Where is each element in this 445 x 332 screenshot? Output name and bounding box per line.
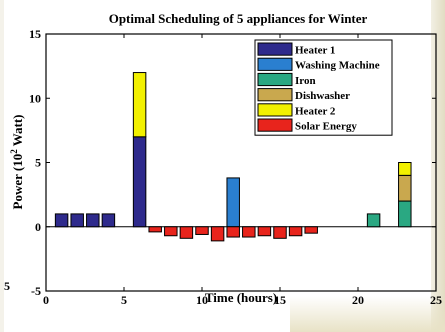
legend-swatch-iron: [257, 72, 293, 87]
legend-swatch-heater-1: [257, 42, 293, 56]
bar-solar-energy-hour-11: [210, 226, 225, 242]
bar-solar-energy-hour-14: [257, 226, 272, 237]
y-tick-label: 15: [29, 27, 41, 41]
y-axis-label-exponent: 2: [9, 149, 19, 154]
legend-label-heater-2: Heater 2: [295, 105, 336, 117]
y-tick-label: 0: [35, 220, 41, 234]
legend-label-solar-energy: Solar Energy: [295, 121, 357, 133]
left-edge-fragment: 5: [4, 279, 10, 293]
background-strip-left: [0, 0, 4, 332]
bar-solar-energy-hour-10: [195, 226, 209, 235]
x-tick-label: 25: [430, 293, 442, 307]
y-axis-label-unit: Watt): [10, 114, 25, 149]
y-axis-label-main: Power (10: [10, 154, 25, 210]
bar-solar-energy-hour-7: [148, 226, 162, 233]
bar-solar-energy-hour-12: [226, 226, 240, 238]
y-tick-label: 10: [29, 91, 41, 105]
bar-heater-1-hour-3: [86, 213, 100, 228]
x-axis-label: Time (hours): [205, 290, 277, 305]
bar-heater-2-hour-6: [132, 72, 147, 138]
legend-swatch-solar-energy: [257, 118, 293, 132]
bar-solar-energy-hour-17: [304, 226, 318, 234]
bar-solar-energy-hour-15: [273, 226, 287, 239]
bar-heater-1-hour-4: [101, 213, 116, 228]
legend-label-dishwasher: Dishwasher: [295, 90, 350, 102]
chart-title: Optimal Scheduling of 5 appliances for W…: [109, 11, 368, 26]
plot-marks: [46, 72, 436, 242]
background-strip-right: [431, 0, 445, 332]
bar-iron-hour-23: [398, 200, 412, 228]
legend-swatch-dishwasher: [257, 88, 293, 102]
x-tick-label: 15: [274, 293, 286, 307]
legend-swatch-washing-machine: [257, 57, 293, 71]
bar-solar-energy-hour-8: [164, 226, 178, 237]
x-tick-label: 20: [352, 293, 364, 307]
legend-swatch-heater-2: [257, 103, 293, 117]
legend-label-iron: Iron: [295, 75, 316, 87]
y-tick-label: 5: [35, 156, 41, 170]
bar-washing-machine-hour-12: [226, 177, 240, 228]
legend-label-heater-1: Heater 1: [295, 45, 335, 57]
x-tick-label: 5: [121, 293, 127, 307]
bar-solar-energy-hour-13: [242, 226, 256, 238]
x-tick-label: 0: [43, 293, 49, 307]
bar-dishwasher-hour-23: [398, 174, 412, 202]
bar-heater-1-hour-2: [70, 213, 84, 228]
y-axis-label: Power (102 Watt): [9, 114, 25, 209]
y-tick-label: -5: [31, 284, 41, 298]
x-tick-label: 10: [196, 293, 208, 307]
bar-heater-1-hour-1: [54, 213, 69, 228]
background-corner-bottom: [290, 296, 445, 332]
bar-solar-energy-hour-9: [179, 226, 194, 239]
bar-heater-1-hour-6: [132, 136, 147, 228]
bar-heater-2-hour-23: [398, 162, 412, 176]
bar-solar-energy-hour-16: [288, 226, 303, 237]
legend-label-washing-machine: Washing Machine: [295, 60, 380, 72]
bar-iron-hour-21: [366, 213, 381, 228]
legend: Heater 1 Washing Machine Iron Dishwasher Hea…: [254, 39, 393, 136]
